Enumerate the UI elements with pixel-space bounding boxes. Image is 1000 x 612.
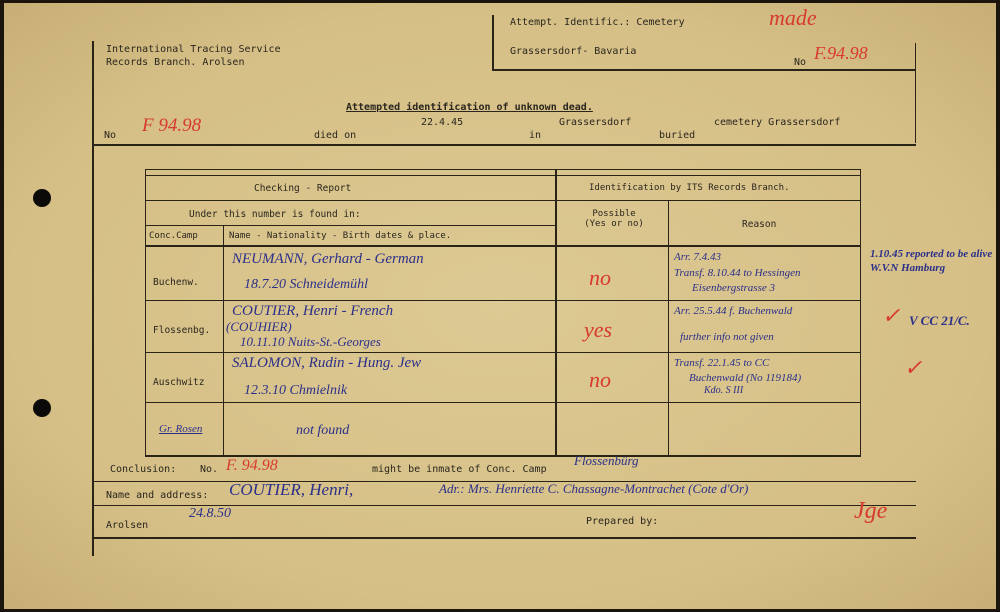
name-cell: COUTIER, Henri - French xyxy=(232,303,394,319)
birth-cell: 10.11.10 Nuits-St.-Georges xyxy=(240,334,381,349)
buried: cemetery Grassersdorf xyxy=(714,117,841,128)
margin-note: V CC 21/C. xyxy=(909,313,970,328)
address-value: Adr.: Mrs. Henriette C. Chassagne-Montra… xyxy=(439,481,749,496)
possible-header: Possible (Yes or no) xyxy=(584,209,644,229)
its-header: Identification by ITS Records Branch. xyxy=(589,183,790,193)
divider xyxy=(492,15,494,71)
reason-cell: Buchenwald (No 119184) xyxy=(689,372,802,384)
died-on-label: died on xyxy=(314,130,357,141)
buried-label: buried xyxy=(659,130,696,141)
reason-header: Reason xyxy=(742,219,777,230)
reason-cell: Transf. 22.1.45 to CC xyxy=(674,357,770,369)
camp-cell: Buchenw. xyxy=(153,277,199,288)
name-cell: SALOMON, Rudin - Hung. Jew xyxy=(232,355,422,371)
date-value: 24.8.50 xyxy=(189,506,231,521)
place-label: Arolsen xyxy=(106,520,149,531)
in-label: in xyxy=(529,130,542,141)
check-mark-icon: ✓ xyxy=(882,303,901,328)
divider xyxy=(915,43,916,143)
in-place: Grassersdorf xyxy=(559,117,632,128)
punch-hole xyxy=(33,399,51,417)
no-label: No xyxy=(794,57,807,68)
left-border xyxy=(92,41,94,556)
divider xyxy=(92,537,916,539)
camp-header: Conc.Camp xyxy=(149,231,198,241)
record-no: F 94.98 xyxy=(142,115,202,136)
conclusion-no-label: No. xyxy=(200,464,219,475)
conclusion-no: F. 94.98 xyxy=(226,457,278,474)
name-cell: NEUMANN, Gerhard - German xyxy=(232,251,424,267)
signature: Jge xyxy=(854,498,888,524)
birth-cell: 12.3.10 Chmielnik xyxy=(244,383,348,398)
org-line2: Records Branch. Arolsen xyxy=(106,57,245,68)
conclusion-camp: Flossenbürg xyxy=(574,453,639,468)
stamp-note: made xyxy=(769,5,817,30)
margin-note: 1.10.45 reported to be alive W.V.N Hambu… xyxy=(870,248,993,274)
might-be-label: might be inmate of Conc. Camp xyxy=(372,464,547,475)
record-no-label: No xyxy=(104,130,117,141)
attempt-label: Attempt. Identific.: Cemetery xyxy=(510,17,685,28)
died-on: 22.4.45 xyxy=(421,117,464,128)
name-header: Name - Nationality - Birth dates & place… xyxy=(229,231,452,241)
checking-header: Checking - Report xyxy=(254,183,352,194)
name-value: COUTIER, Henri, xyxy=(229,480,354,499)
name-address-label: Name and address: xyxy=(106,490,209,501)
reason-cell: Transf. 8.10.44 to Hessingen xyxy=(674,267,801,279)
possible-cell: no xyxy=(589,265,611,290)
prepared-by-label: Prepared by: xyxy=(586,516,659,527)
reason-cell: further info not given xyxy=(680,331,774,343)
no-value: F.94.98 xyxy=(814,43,868,63)
reason-cell: Kdo. S III xyxy=(704,385,744,396)
check-mark-icon: ✓ xyxy=(904,355,923,380)
divider xyxy=(492,69,916,71)
possible-cell: yes xyxy=(584,317,613,342)
name-cell: not found xyxy=(296,423,350,438)
reason-cell: Arr. 7.4.43 xyxy=(674,251,722,263)
divider xyxy=(92,481,916,482)
found-in-header: Under this number is found in: xyxy=(189,209,361,220)
org-line1: International Tracing Service xyxy=(106,44,281,55)
document-page: International Tracing Service Records Br… xyxy=(4,3,996,609)
page-title: Attempted identification of unknown dead… xyxy=(346,102,593,113)
punch-hole xyxy=(33,189,51,207)
camp-cell: Gr. Rosen xyxy=(159,423,203,435)
attempt-place: Grassersdorf- Bavaria xyxy=(510,46,637,57)
camp-cell: Auschwitz xyxy=(153,377,205,388)
reason-cell: Eisenbergstrasse 3 xyxy=(692,282,776,294)
divider xyxy=(92,144,916,146)
divider xyxy=(92,505,916,506)
conclusion-label: Conclusion: xyxy=(110,464,177,475)
alias-cell: (COUHIER) xyxy=(226,319,292,334)
reason-cell: Arr. 25.5.44 f. Buchenwald xyxy=(674,305,793,317)
possible-cell: no xyxy=(589,367,611,392)
birth-cell: 18.7.20 Schneidemühl xyxy=(244,277,369,292)
camp-cell: Flossenbg. xyxy=(153,325,211,336)
